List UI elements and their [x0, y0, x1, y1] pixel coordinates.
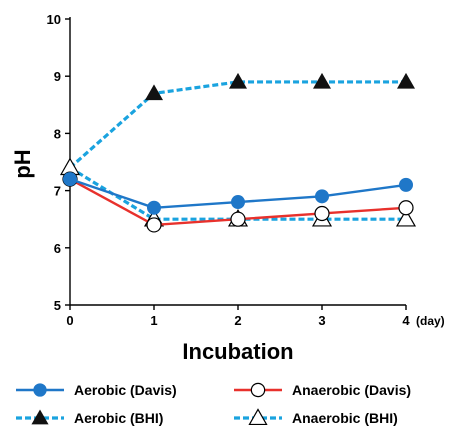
series-0-point-0 — [63, 172, 77, 187]
legend-item-2: Aerobic (BHI) — [16, 409, 163, 426]
series-0-point-2 — [231, 195, 245, 210]
x-tick-label-1: 1 — [150, 313, 157, 328]
x-tick-label-0: 0 — [66, 313, 73, 328]
legend-label-2: Aerobic (BHI) — [74, 410, 163, 426]
series-1-point-2 — [230, 211, 246, 227]
series-0-point-1 — [147, 200, 161, 215]
series-1-point-1 — [146, 217, 162, 233]
x-axis-unit-label: (day) — [416, 314, 445, 328]
series-2-line — [68, 80, 406, 169]
x-axis-title: Incubation — [182, 339, 293, 364]
chart-series — [59, 72, 417, 233]
y-tick-label-10: 10 — [47, 12, 61, 27]
legend-item-0: Aerobic (Davis) — [16, 382, 177, 398]
legend-marker-3 — [248, 408, 268, 426]
legend-label-3: Anaerobic (BHI) — [292, 410, 398, 426]
series-0-point-4 — [399, 177, 413, 192]
series-1-point-3 — [314, 205, 330, 222]
y-tick-label-8: 8 — [54, 126, 61, 141]
legend-label-0: Aerobic (Davis) — [74, 382, 177, 398]
legend-marker-2 — [31, 409, 49, 425]
series-2-point-4 — [397, 72, 415, 89]
series-2-point-3 — [313, 72, 331, 89]
series-3-point-4 — [395, 208, 417, 227]
series-2-point-2 — [229, 72, 247, 89]
series-2-point-1 — [145, 84, 163, 101]
series-0-point-3 — [315, 189, 329, 204]
y-axis-title: pH — [10, 149, 35, 178]
series-0 — [63, 172, 413, 215]
series-2 — [61, 72, 415, 175]
x-tick-label-4: 4 — [402, 313, 410, 328]
x-tick-label-2: 2 — [234, 313, 241, 328]
y-tick-label-6: 6 — [54, 241, 61, 256]
chart-axes: 5 6 7 8 9 10 0 1 2 3 4 — [47, 12, 411, 328]
y-tick-label-7: 7 — [54, 184, 61, 199]
legend-marker-1 — [250, 382, 266, 398]
legend-label-1: Anaerobic (Davis) — [292, 382, 411, 398]
chart-legend: Aerobic (Davis) Anaerobic (Davis) Aerobic … — [16, 382, 411, 426]
x-tick-label-3: 3 — [318, 313, 325, 328]
series-1-point-4 — [398, 200, 414, 216]
legend-item-3: Anaerobic (BHI) — [234, 408, 398, 426]
y-tick-label-5: 5 — [54, 298, 61, 313]
legend-item-1: Anaerobic (Davis) — [234, 382, 411, 398]
y-tick-label-9: 9 — [54, 69, 61, 84]
legend-marker-0 — [33, 383, 47, 397]
